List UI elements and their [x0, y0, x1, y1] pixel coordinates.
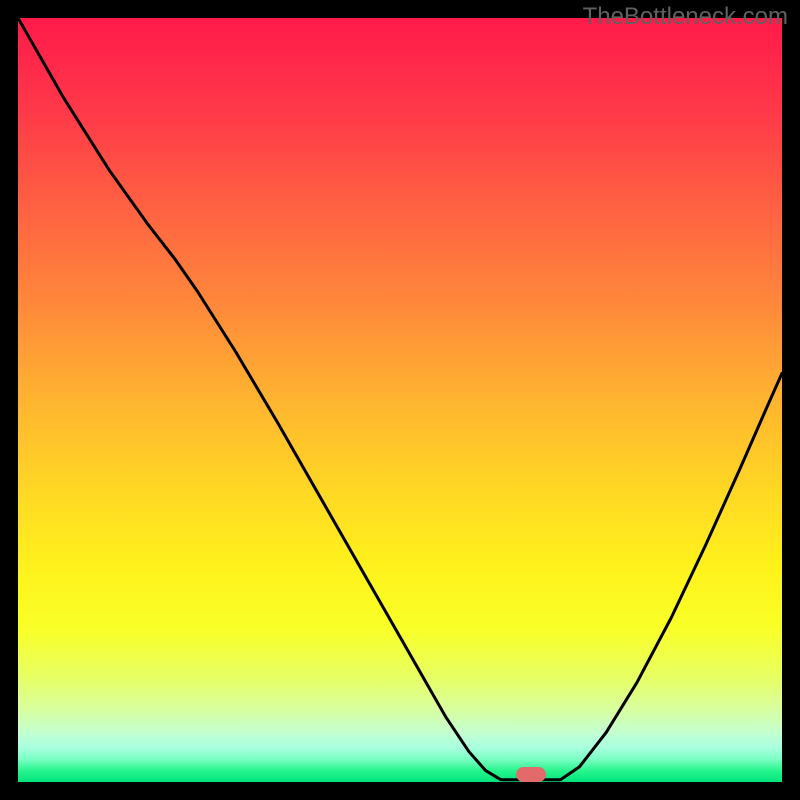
plot-area — [18, 18, 782, 782]
chart-frame: TheBottleneck.com — [0, 0, 800, 800]
gradient-background — [18, 18, 782, 782]
watermark-text: TheBottleneck.com — [583, 3, 788, 31]
chart-svg — [18, 18, 782, 782]
valley-marker — [516, 767, 546, 782]
